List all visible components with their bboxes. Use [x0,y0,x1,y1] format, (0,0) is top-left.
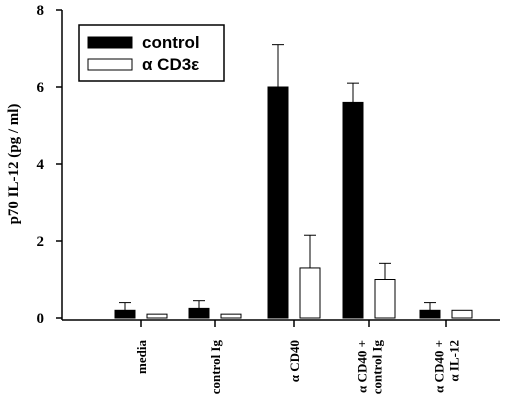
category-label-line: media [134,340,149,374]
bar-acd3e [451,309,473,319]
labels: media control Ig α CD40 α CD40 + control Ig α… [134,340,462,395]
bar-acd3e [299,267,321,319]
bar-acd3e [220,313,242,319]
legend: control α CD3ε [78,24,225,82]
legend-swatch [87,36,133,49]
y-tick-label: 2 [37,234,45,250]
category-label-line: control Ig [208,340,223,395]
axes: 0 2 4 6 8 p70 IL-12 (pg / ml) [6,3,500,327]
category-label-line: α CD40 + [355,340,370,393]
category-label-line: α IL-12 [447,340,462,382]
legend-box [78,24,225,82]
category-label: α CD40 [287,340,302,382]
legend-swatch [87,58,133,71]
category-label: α CD40 + control Ig [355,340,385,395]
bar-control [342,101,364,319]
bar-control [188,307,210,319]
bar-control [419,309,441,319]
y-tick-label: 8 [37,3,45,19]
legend-label: control [142,33,200,52]
bar-control [267,86,289,319]
y-axis-title: p70 IL-12 (pg / ml) [6,104,22,225]
category-label-line: α CD40 [287,340,302,382]
y-tick-label: 4 [37,157,45,173]
category-label: α CD40 + α IL-12 [432,340,462,393]
bar-acd3e [374,279,396,319]
category-label-line: α CD40 + [432,340,447,393]
category-label-line: control Ig [370,340,385,395]
category-label: media [134,340,149,374]
bar-acd3e [146,313,168,319]
bar-control [114,309,136,319]
y-tick-label: 0 [37,311,45,327]
y-tick-label: 6 [37,80,45,96]
legend-label: α CD3ε [142,55,199,74]
category-label: control Ig [208,340,223,395]
bars [114,44,473,319]
